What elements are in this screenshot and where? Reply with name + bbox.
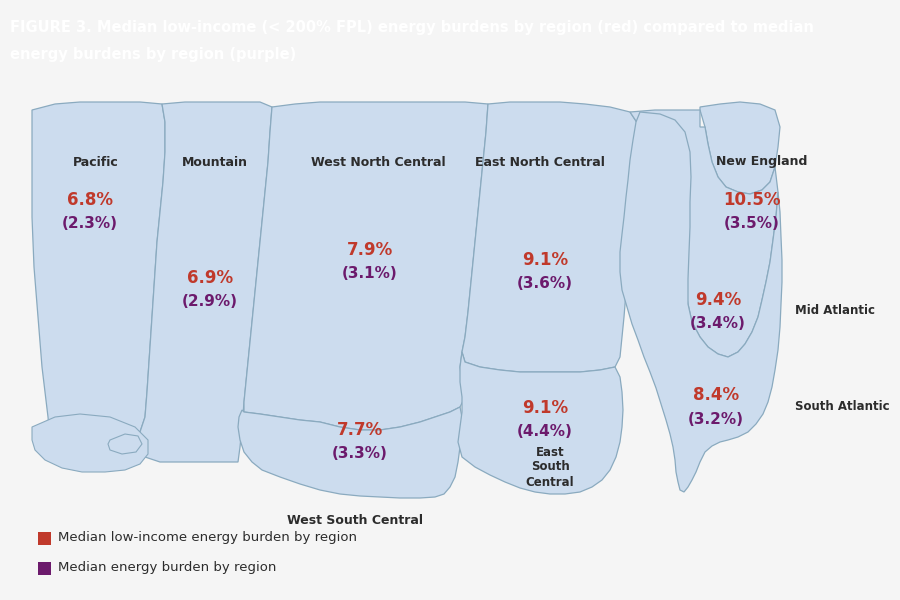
Bar [38, 532, 51, 545]
Polygon shape [620, 112, 782, 492]
Polygon shape [32, 102, 165, 464]
Text: 9.4%: 9.4% [695, 291, 741, 309]
Text: Mid Atlantic: Mid Atlantic [795, 304, 875, 317]
Text: 9.1%: 9.1% [522, 251, 568, 269]
Text: 10.5%: 10.5% [724, 191, 781, 209]
Text: 8.4%: 8.4% [693, 386, 739, 404]
Polygon shape [244, 102, 488, 430]
Polygon shape [130, 102, 272, 462]
Text: (3.6%): (3.6%) [517, 277, 573, 292]
Text: FIGURE 3. Median low-income (< 200% FPL) energy burdens by region (red) compared: FIGURE 3. Median low-income (< 200% FPL)… [10, 20, 814, 35]
Text: East
South
Central: East South Central [526, 445, 574, 488]
Text: 9.1%: 9.1% [522, 399, 568, 417]
Text: (2.9%): (2.9%) [182, 295, 238, 310]
Text: Pacific: Pacific [73, 155, 119, 169]
Text: (3.1%): (3.1%) [342, 266, 398, 281]
Text: New England: New England [716, 155, 807, 169]
Polygon shape [32, 414, 148, 472]
Polygon shape [462, 102, 645, 372]
Text: 6.8%: 6.8% [67, 191, 113, 209]
Text: South Atlantic: South Atlantic [795, 401, 889, 413]
Text: East North Central: East North Central [475, 155, 605, 169]
Text: 6.9%: 6.9% [187, 269, 233, 287]
Text: energy burdens by region (purple): energy burdens by region (purple) [10, 46, 296, 61]
Text: 7.7%: 7.7% [337, 421, 383, 439]
Text: Median energy burden by region: Median energy burden by region [58, 562, 276, 575]
Text: 7.9%: 7.9% [346, 241, 393, 259]
Text: Median low-income energy burden by region: Median low-income energy burden by regio… [58, 532, 357, 545]
Bar [38, 562, 51, 575]
Text: (3.5%): (3.5%) [724, 217, 780, 232]
Text: (3.2%): (3.2%) [688, 412, 744, 427]
Polygon shape [108, 434, 142, 454]
Text: West North Central: West North Central [310, 155, 446, 169]
Polygon shape [238, 407, 462, 498]
Text: (4.4%): (4.4%) [518, 425, 573, 439]
Text: Mountain: Mountain [182, 155, 248, 169]
Text: West South Central: West South Central [287, 514, 423, 527]
Text: (2.3%): (2.3%) [62, 217, 118, 232]
Text: (3.4%): (3.4%) [690, 317, 746, 331]
Text: (3.3%): (3.3%) [332, 446, 388, 461]
Polygon shape [630, 110, 778, 357]
Polygon shape [458, 352, 623, 494]
Polygon shape [700, 102, 780, 194]
